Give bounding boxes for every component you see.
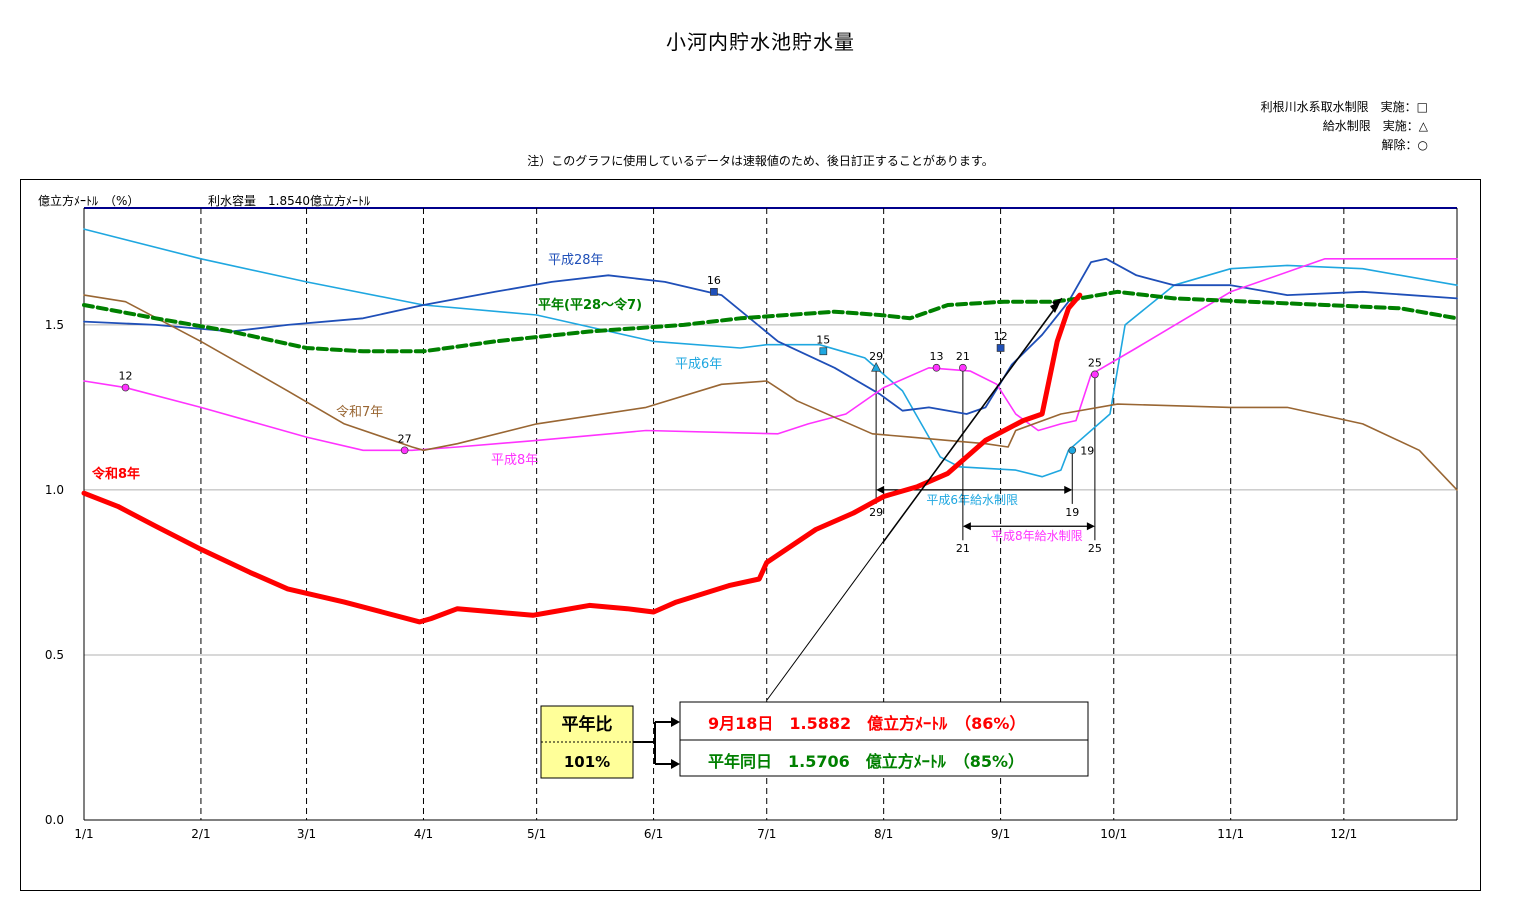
annotation-label: 25 (1088, 356, 1102, 369)
restriction-start-label: 29 (869, 506, 883, 519)
x-tick-label: 11/1 (1217, 827, 1244, 841)
annotation-marker (932, 363, 941, 372)
marker-legend: 利根川水系取水制限 実施：□ 給水制限 実施：△ 解除：○ (1261, 98, 1428, 155)
ratio-label: 平年比 (562, 714, 613, 735)
grid-lines (83, 207, 1458, 821)
chart-frame (20, 179, 1481, 891)
y-tick-label: 1.0 (45, 483, 64, 497)
x-tick-label: 7/1 (757, 827, 776, 841)
series-name-h8: 平成8年 (491, 453, 538, 468)
series-name-avg: 平年(平28～令7) (538, 297, 642, 313)
annotation-label: 21 (956, 350, 970, 363)
series-name-r8: 令和8年 (92, 466, 140, 482)
x-tick-label: 2/1 (191, 827, 210, 841)
annotation-label: 27 (398, 432, 412, 445)
value-box (679, 701, 1089, 777)
x-tick-label: 3/1 (297, 827, 316, 841)
x-tick-label: 9/1 (991, 827, 1010, 841)
series-line-r8 (81, 292, 1083, 625)
restriction-label: 平成8年給水制限 (991, 529, 1083, 543)
data-note: 注）このグラフに使用しているデータは速報値のため、後日訂正することがあります。 (527, 154, 994, 168)
annotation-marker (1091, 370, 1099, 379)
series-name-h28: 平成28年 (548, 253, 604, 268)
arrowhead-normal (671, 759, 680, 769)
bracket-arrow (633, 721, 674, 765)
capacity-label: 利水容量 1.8540億立方ﾒｰﾄﾙ (208, 193, 370, 208)
restriction-arrow-right (1064, 485, 1073, 494)
restriction-start-label: 21 (956, 542, 970, 555)
x-tick-label: 5/1 (527, 827, 546, 841)
x-tick-label: 1/1 (74, 827, 93, 841)
series-name-r7: 令和7年 (336, 405, 383, 420)
y-tick-label: 0.5 (45, 648, 64, 662)
annotation-marker (996, 344, 1005, 352)
annotation-marker (400, 446, 409, 455)
series-line-avg (82, 289, 1459, 354)
annotation-marker (871, 362, 882, 372)
y-tick-label: 1.5 (45, 318, 64, 332)
annotation-label: 12 (118, 370, 132, 383)
x-tick-label: 4/1 (414, 827, 433, 841)
restriction-label: 平成6年給水制限 (926, 493, 1018, 507)
annotation-marker (710, 287, 718, 296)
axis-ticks: 0.0 0.5 1.0 1.5 1/1 2/1 3/1 4/1 5/1 6/1 7/1 8/1 9/1 1… (45, 318, 1357, 841)
annotation-marker (1068, 446, 1077, 455)
restriction-periods: 平成6年給水制限 29 19 平成8年給水制限 21 25 (869, 367, 1102, 555)
page-title: 小河内貯水池貯水量 (666, 30, 855, 54)
series-line-h8 (83, 258, 1458, 452)
annotation-label: 16 (707, 274, 721, 287)
y-tick-label: 0.0 (45, 813, 64, 827)
annotation-label: 12 (994, 330, 1008, 343)
annotation-label: 29 (869, 350, 883, 363)
x-tick-label: 10/1 (1100, 827, 1127, 841)
series-lines (81, 228, 1459, 625)
current-value-text: 9月18日 1.5882 億立方ﾒｰﾄﾙ （86%） (708, 714, 1025, 733)
annotation-marker (819, 347, 828, 356)
annotation-label: 13 (929, 350, 943, 363)
restriction-arrow-left (876, 485, 885, 494)
legend-intake-restriction: 利根川水系取水制限 実施：□ (1260, 100, 1428, 114)
series-line-r7 (83, 294, 1458, 491)
ratio-value: 101% (564, 753, 610, 771)
annotation-marker (959, 363, 967, 372)
restriction-arrow-right (1086, 522, 1095, 531)
y-axis-label: 億立方ﾒｰﾄﾙ （%） (38, 193, 139, 208)
x-tick-label: 12/1 (1330, 827, 1357, 841)
annotation-label: 19 (1080, 444, 1094, 457)
series-line-h28 (83, 257, 1458, 415)
restriction-end-label: 25 (1088, 542, 1102, 555)
legend-release: 解除：○ (1381, 138, 1428, 152)
x-tick-label: 6/1 (644, 827, 663, 841)
leader-normal (882, 301, 1061, 544)
x-tick-label: 8/1 (874, 827, 893, 841)
arrowhead-current (671, 717, 680, 727)
annotation-label: 15 (816, 333, 830, 346)
restriction-arrow-left (962, 522, 971, 531)
series-annotations: 12 27 16 15 29 13 21 12 25 19 (118, 274, 1101, 457)
restriction-end-label: 19 (1065, 506, 1079, 519)
normal-value-text: 平年同日 1.5706 億立方ﾒｰﾄﾙ （85%） (708, 752, 1024, 771)
leader-arrowhead-normal (1050, 302, 1060, 313)
legend-supply-restriction: 給水制限 実施：△ (1322, 119, 1428, 133)
series-line-h6 (83, 228, 1458, 478)
series-name-h6: 平成6年 (675, 357, 722, 372)
leader-current (766, 297, 1063, 701)
annotation-marker (121, 383, 130, 392)
